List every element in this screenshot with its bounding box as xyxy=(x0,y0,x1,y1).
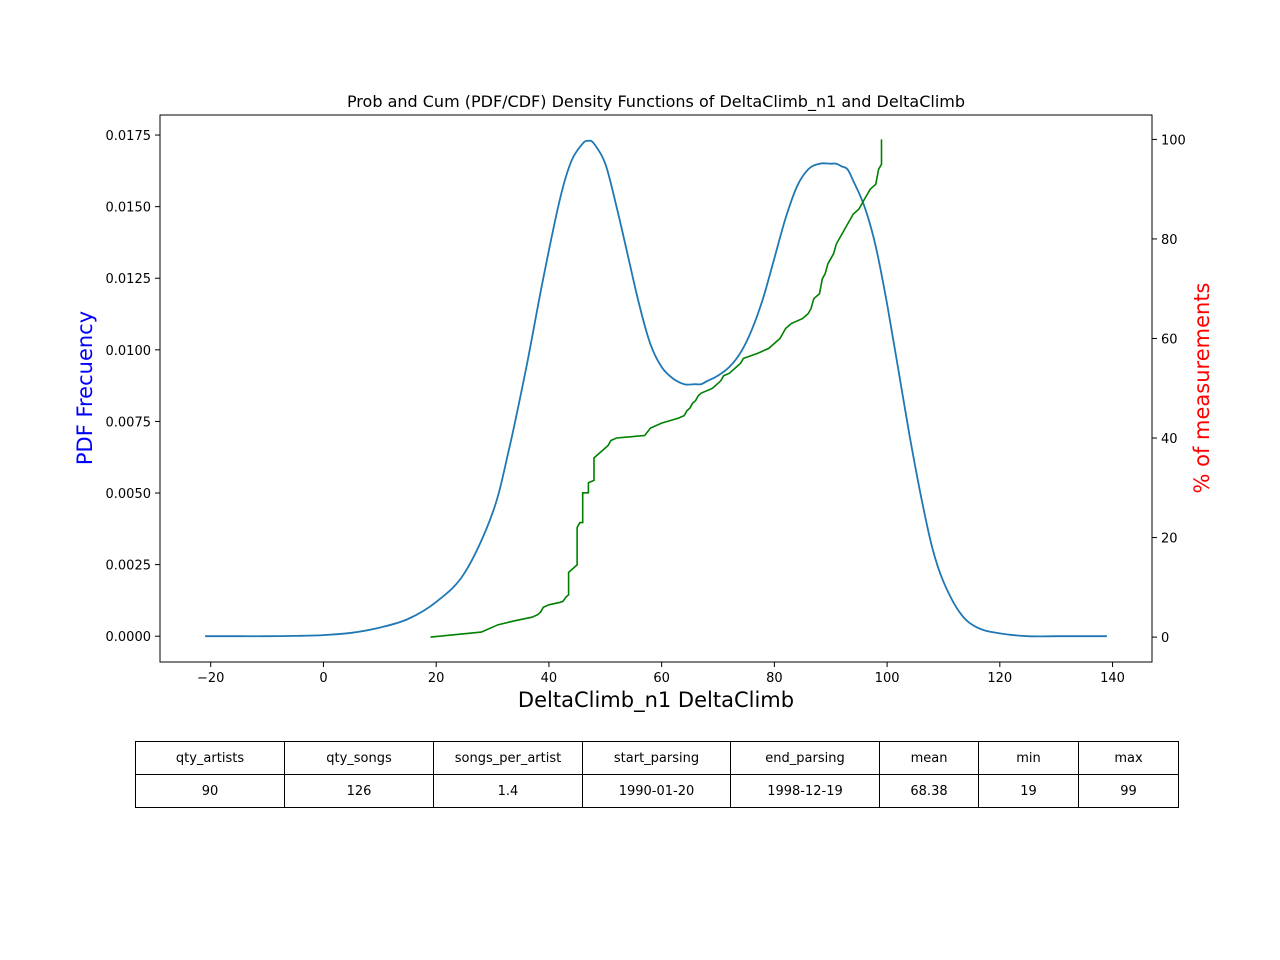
y-left-tick-label: 0.0125 xyxy=(106,272,152,287)
x-tick-label: 60 xyxy=(653,671,670,686)
y-right-tick-label: 100 xyxy=(1161,133,1186,148)
table-header-row: qty_artists qty_songs songs_per_artist star… xyxy=(135,741,1179,775)
table-cell: 19 xyxy=(978,774,1079,808)
table-cell: 1.4 xyxy=(433,774,583,808)
y-right-tick-label: 20 xyxy=(1161,532,1178,547)
x-axis-label: DeltaClimb_n1 DeltaClimb xyxy=(518,688,794,713)
y-left-tick-label: 0.0175 xyxy=(106,129,152,144)
table-header-cell: start_parsing xyxy=(582,741,731,775)
x-tick-label: 20 xyxy=(428,671,445,686)
summary-table: qty_artists qty_songs songs_per_artist star… xyxy=(135,741,1179,808)
x-tick-label: 40 xyxy=(541,671,558,686)
table-header-cell: end_parsing xyxy=(730,741,880,775)
y-left-tick-label: 0.0025 xyxy=(106,559,152,574)
y-left-tick-label: 0.0100 xyxy=(106,344,152,359)
x-tick-label: 0 xyxy=(319,671,327,686)
x-tick-label: 100 xyxy=(875,671,900,686)
table-cell: 1998-12-19 xyxy=(730,774,880,808)
table-cell: 1990-01-20 xyxy=(582,774,731,808)
table-header-cell: qty_songs xyxy=(284,741,434,775)
y-right-tick-label: 60 xyxy=(1161,332,1178,347)
y-right-tick-label: 40 xyxy=(1161,432,1178,447)
table-header-cell: qty_artists xyxy=(135,741,285,775)
table-header-cell: max xyxy=(1078,741,1179,775)
y-right-tick-label: 0 xyxy=(1161,631,1169,646)
table-header-cell: songs_per_artist xyxy=(433,741,583,775)
table-row: 90 126 1.4 1990-01-20 1998-12-19 68.38 19 99 xyxy=(135,774,1179,808)
y-right-axis-ticks: 0 20 40 60 80 100 xyxy=(1152,133,1186,646)
table-cell: 126 xyxy=(284,774,434,808)
cdf-series-line xyxy=(430,139,883,638)
table-header-cell: mean xyxy=(879,741,979,775)
y-right-axis-label: % of measurements xyxy=(1190,283,1214,494)
chart-title: Prob and Cum (PDF/CDF) Density Functions… xyxy=(347,92,965,112)
table-cell: 90 xyxy=(135,774,285,808)
y-left-axis-label: PDF Frecuency xyxy=(73,311,97,465)
x-tick-label: −20 xyxy=(197,671,224,686)
y-right-tick-label: 80 xyxy=(1161,233,1178,248)
y-left-axis-ticks: 0.0000 0.0025 0.0050 0.0075 0.0100 0.0125 0.01… xyxy=(106,129,160,645)
x-tick-label: 80 xyxy=(766,671,783,686)
y-left-tick-label: 0.0000 xyxy=(106,630,152,645)
table-cell: 99 xyxy=(1078,774,1179,808)
x-tick-label: 140 xyxy=(1100,671,1125,686)
table-cell: 68.38 xyxy=(879,774,979,808)
plot-frame xyxy=(159,114,1153,663)
pdf-series-line xyxy=(205,139,1107,638)
x-tick-label: 120 xyxy=(987,671,1012,686)
y-left-tick-label: 0.0075 xyxy=(106,415,152,430)
table-header-cell: min xyxy=(978,741,1079,775)
y-left-tick-label: 0.0050 xyxy=(106,487,152,502)
y-left-tick-label: 0.0150 xyxy=(106,201,152,216)
chart: Prob and Cum (PDF/CDF) Density Functions… xyxy=(73,92,1214,713)
x-axis-ticks: −20 0 20 40 60 80 100 120 140 xyxy=(197,662,1125,686)
